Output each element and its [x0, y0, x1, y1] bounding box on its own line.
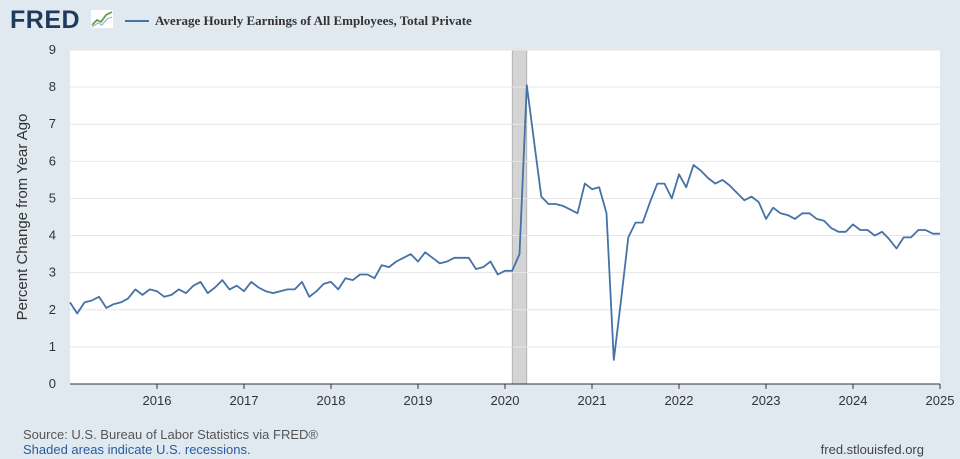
y-tick-label: 3: [49, 265, 56, 280]
y-tick-label: 0: [49, 376, 56, 391]
legend-series-label: Average Hourly Earnings of All Employees…: [155, 13, 472, 28]
x-tick-label: 2021: [578, 393, 607, 408]
legend-line-swatch: [125, 20, 149, 22]
recession-note[interactable]: Shaded areas indicate U.S. recessions.: [23, 442, 251, 457]
series-line[interactable]: [69, 84, 940, 361]
y-tick-label: 7: [49, 116, 56, 131]
y-tick-label: 2: [49, 302, 56, 317]
y-tick-label: 1: [49, 339, 56, 354]
x-tick-label: 2023: [752, 393, 781, 408]
y-tick-label: 6: [49, 153, 56, 168]
fred-logo[interactable]: FRED: [10, 6, 81, 34]
x-tick-label: 2020: [491, 393, 520, 408]
x-tick-label: 2018: [317, 393, 346, 408]
chart-legend[interactable]: Average Hourly Earnings of All Employees…: [125, 13, 472, 29]
plot-area: [70, 50, 940, 384]
y-axis-label: Percent Change from Year Ago: [14, 114, 31, 321]
fred-graph-icon: [90, 9, 114, 29]
x-tick-label: 2017: [230, 393, 259, 408]
source-note: Source: U.S. Bureau of Labor Statistics …: [23, 427, 318, 442]
x-tick-label: 2024: [839, 393, 868, 408]
y-tick-label: 9: [49, 42, 56, 57]
x-tick-label: 2022: [665, 393, 694, 408]
y-tick-label: 5: [49, 190, 56, 205]
y-tick-label: 8: [49, 79, 56, 94]
y-tick-label: 4: [49, 228, 56, 243]
site-url[interactable]: fred.stlouisfed.org: [820, 442, 924, 457]
chart-header: FRED Average Hourly Earnings of All Empl…: [0, 0, 960, 40]
recession-band: [511, 49, 528, 385]
x-tick-label: 2019: [404, 393, 433, 408]
x-tick-label: 2016: [143, 393, 172, 408]
x-tick-label: 2025: [926, 393, 955, 408]
